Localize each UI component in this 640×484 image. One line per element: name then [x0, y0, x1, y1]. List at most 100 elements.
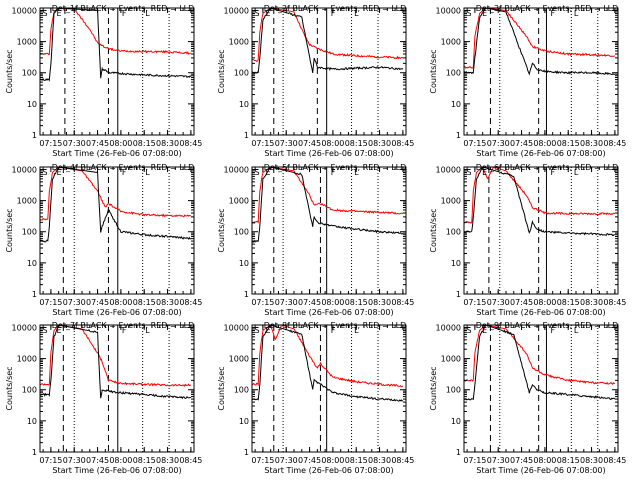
- x-tick-label: 07:30: [63, 456, 86, 465]
- y-tick-label: 10: [451, 100, 461, 109]
- chart-title: Det_9f BLACK = Events, RED = LLD: [476, 321, 619, 330]
- x-tick-label: 07:30: [63, 139, 86, 148]
- x-tick-label: 08:30: [580, 139, 603, 148]
- x-tick-label: 07:15: [251, 456, 274, 465]
- y-tick-label: 10: [27, 417, 37, 426]
- x-tick-label: 07:45: [298, 139, 321, 148]
- x-tick-label: 07:30: [487, 139, 510, 148]
- x-axis-label: Start Time (26-Feb-06 07:08:00): [264, 466, 393, 475]
- chart-title: Det_7f BLACK = Events, RED = LLD: [52, 321, 195, 330]
- y-axis-label: Counts/sec: [429, 208, 438, 252]
- plot-frame: [39, 166, 195, 295]
- plot-frame: [251, 324, 407, 453]
- marker-letter: L: [574, 326, 579, 335]
- x-tick-label: 08:00: [533, 298, 556, 307]
- chart-panel-3: 1 10 100 1000 10000 07:15 07:30 07:45 08:00 08:15…: [429, 4, 626, 158]
- x-axis-label: Start Time (26-Feb-06 07:08:00): [52, 308, 181, 317]
- marker-letter: E: [265, 9, 270, 18]
- y-tick-label: 10: [27, 259, 37, 268]
- y-tick-label: 1000: [441, 197, 461, 206]
- x-tick-label: 08:15: [133, 139, 156, 148]
- x-tick-label: 08:30: [368, 456, 391, 465]
- series-black-events: [463, 166, 615, 237]
- x-tick-label: 07:45: [86, 456, 109, 465]
- series-black-events: [39, 324, 192, 400]
- x-tick-label: 07:30: [487, 456, 510, 465]
- marker-letter: L: [574, 168, 579, 177]
- x-tick-label: 08:45: [391, 298, 414, 307]
- chart-panel-9: 1 10 100 1000 10000 07:15 07:30 07:45 08:00 08:15…: [429, 321, 626, 475]
- y-tick-label: 10: [239, 100, 249, 109]
- x-tick-label: 08:15: [345, 139, 368, 148]
- x-tick-label: 07:30: [275, 139, 298, 148]
- chart-title: Det_3f BLACK = Events, RED = LLD: [476, 4, 619, 13]
- y-tick-label: 1: [32, 448, 37, 457]
- y-tick-label: 1000: [441, 38, 461, 47]
- y-tick-label: 1000: [229, 197, 249, 206]
- x-axis-label: Start Time (26-Feb-06 07:08:00): [52, 149, 181, 158]
- x-tick-label: 08:45: [603, 139, 626, 148]
- y-tick-label: 1: [244, 290, 249, 299]
- y-tick-label: 10000: [436, 6, 461, 15]
- series-black-events: [251, 7, 404, 75]
- y-axis-label: Counts/sec: [429, 366, 438, 410]
- x-tick-label: 08:15: [133, 298, 156, 307]
- y-tick-label: 1: [456, 448, 461, 457]
- x-tick-label: 07:15: [463, 456, 486, 465]
- y-axis-label: Counts/sec: [5, 49, 14, 93]
- y-tick-label: 10: [27, 100, 37, 109]
- y-tick-label: 10000: [12, 6, 37, 15]
- y-tick-label: 1: [244, 448, 249, 457]
- x-tick-label: 08:30: [368, 298, 391, 307]
- marker-letter: E: [482, 168, 487, 177]
- marker-letter: E: [57, 9, 62, 18]
- x-tick-label: 08:45: [603, 298, 626, 307]
- chart-panel-2: 1 10 100 1000 10000 07:15 07:30 07:45 08:00 08:15…: [217, 4, 414, 158]
- marker-letter: E: [482, 326, 487, 335]
- y-axis-label: Counts/sec: [5, 366, 14, 410]
- marker-letter: F: [551, 9, 556, 18]
- chart-panel-7: 1 10 100 1000 10000 07:15 07:30 07:45 08:00 08:15…: [5, 321, 202, 475]
- marker-letter: L: [574, 9, 579, 18]
- marker-letter: S: [467, 168, 472, 177]
- x-tick-label: 07:30: [275, 456, 298, 465]
- series-black-events: [39, 7, 192, 82]
- x-tick-label: 07:15: [251, 139, 274, 148]
- y-tick-label: 1000: [229, 355, 249, 364]
- x-tick-label: 08:45: [179, 456, 202, 465]
- marker-letter: S: [467, 326, 472, 335]
- series-black-events: [463, 324, 616, 401]
- marker-letter: L: [145, 168, 150, 177]
- x-tick-label: 07:15: [463, 298, 486, 307]
- plot-frame: [463, 166, 619, 295]
- series-red-lld: [39, 166, 192, 221]
- x-tick-label: 08:30: [368, 139, 391, 148]
- chart-panel-4: 1 10 100 1000 10000 07:15 07:30 07:45 08:00 08:15…: [5, 163, 202, 317]
- plot-frame: [251, 166, 407, 295]
- x-tick-label: 08:00: [321, 139, 344, 148]
- x-tick-label: 07:45: [510, 298, 533, 307]
- y-tick-label: 1: [32, 131, 37, 140]
- x-tick-label: 08:45: [179, 298, 202, 307]
- marker-letter: S: [255, 168, 260, 177]
- y-tick-label: 10000: [436, 323, 461, 332]
- marker-letter: F: [122, 9, 127, 18]
- y-tick-label: 1: [244, 131, 249, 140]
- y-tick-label: 10000: [12, 323, 37, 332]
- x-tick-label: 08:15: [345, 456, 368, 465]
- x-tick-label: 07:15: [39, 139, 62, 148]
- y-axis-label: Counts/sec: [217, 49, 226, 93]
- y-tick-label: 100: [446, 69, 461, 78]
- y-tick-label: 100: [446, 228, 461, 237]
- plot-frame: [463, 324, 619, 453]
- y-axis-label: Counts/sec: [217, 208, 226, 252]
- chart-panel-8: 1 10 100 1000 10000 07:15 07:30 07:45 08:00 08:15…: [217, 321, 414, 475]
- x-tick-label: 08:45: [603, 456, 626, 465]
- x-tick-label: 07:45: [510, 456, 533, 465]
- x-tick-label: 08:15: [557, 139, 580, 148]
- x-tick-label: 08:45: [179, 139, 202, 148]
- plot-frame: [39, 324, 195, 453]
- y-tick-label: 100: [234, 228, 249, 237]
- x-tick-label: 08:15: [557, 298, 580, 307]
